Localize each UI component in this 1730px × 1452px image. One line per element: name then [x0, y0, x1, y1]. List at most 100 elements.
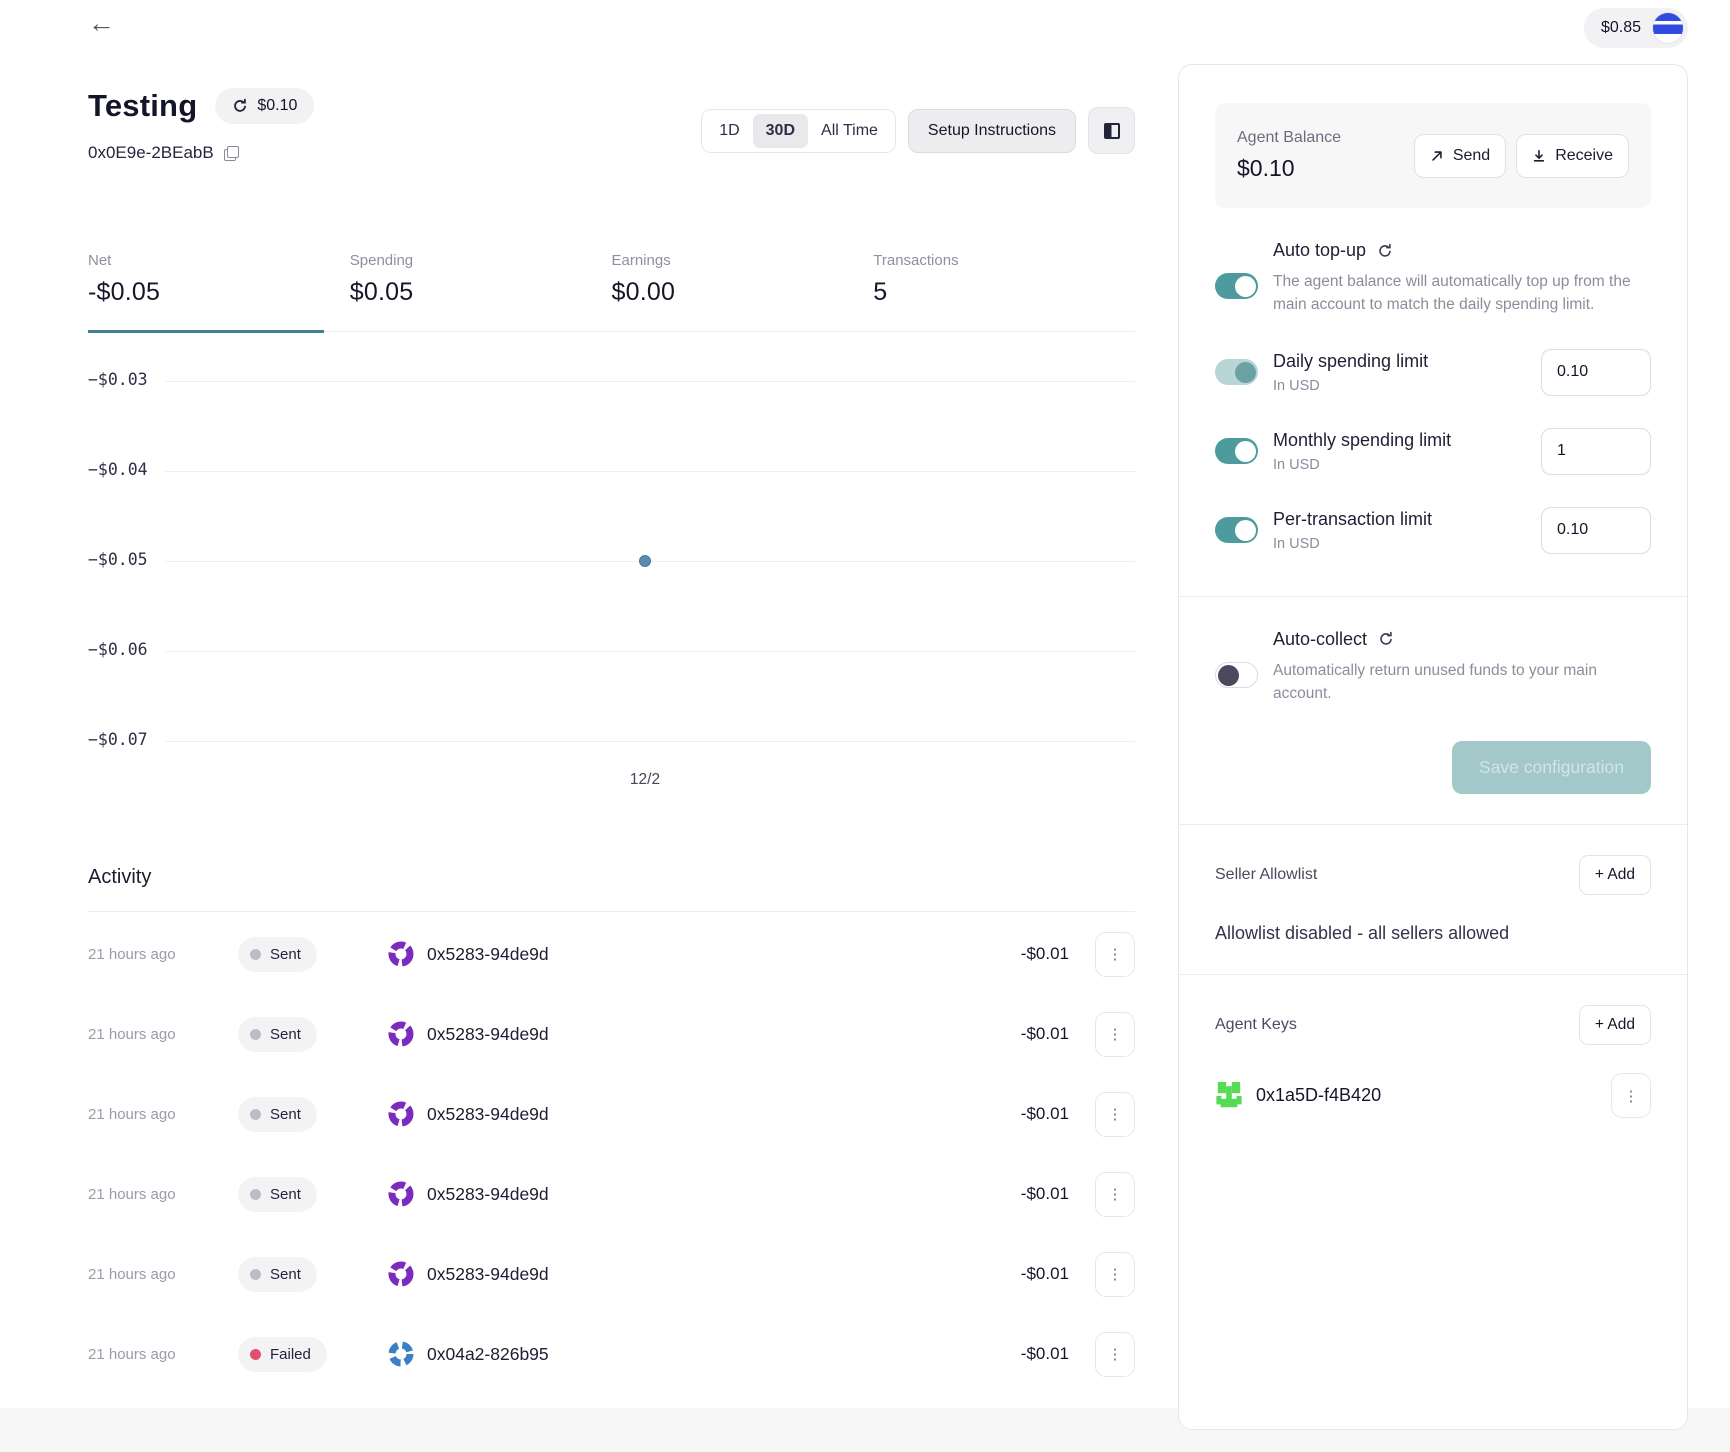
y-tick-label: −$0.06	[88, 640, 148, 659]
activity-row[interactable]: 21 hours ago Sent 0x5283-94de9d -$0.01 ⋮	[88, 1154, 1135, 1234]
monthly-limit-toggle[interactable]	[1215, 438, 1258, 464]
status-dot-icon	[250, 948, 261, 960]
stat-label: Spending	[349, 252, 414, 269]
tab-earnings[interactable]: Earnings $0.00	[612, 252, 874, 307]
stat-value: $0.05	[349, 278, 414, 306]
row-menu-button[interactable]: ⋮	[1095, 931, 1135, 977]
panel-toggle-button[interactable]	[1088, 107, 1135, 154]
tab-spending[interactable]: Spending $0.05	[350, 252, 612, 307]
range-all-time[interactable]: All Time	[821, 121, 878, 139]
activity-row[interactable]: 21 hours ago Failed 0x04a2-826b95 -$0.01…	[88, 1314, 1135, 1394]
refresh-icon	[234, 98, 247, 112]
gridline	[165, 471, 1135, 472]
tab-net[interactable]: Net -$0.05	[88, 252, 350, 333]
range-1d[interactable]: 1D	[719, 121, 740, 139]
activity-row[interactable]: 21 hours ago Sent 0x5283-94de9d -$0.01 ⋮	[88, 914, 1135, 994]
agent-key-row[interactable]: 0x1a5D-f4B420 ⋮	[1215, 1073, 1651, 1118]
gridline	[165, 381, 1135, 382]
save-configuration-button[interactable]: Save configuration	[1452, 741, 1651, 794]
per-transaction-limit-toggle[interactable]	[1215, 517, 1258, 543]
allowlist-add-button[interactable]: + Add	[1578, 855, 1651, 895]
copy-icon[interactable]	[223, 145, 239, 161]
time-range-switcher: 1D 30D All Time	[701, 108, 896, 153]
row-time: 21 hours ago	[88, 1265, 176, 1283]
row-amount: -$0.01	[1020, 1184, 1069, 1203]
setup-instructions-button[interactable]: Setup Instructions	[907, 108, 1076, 153]
auto-topup-toggle[interactable]	[1215, 273, 1258, 299]
back-button[interactable]: ←	[88, 8, 115, 38]
activity-row[interactable]: 21 hours ago Sent 0x5283-94de9d -$0.01 ⋮	[88, 1234, 1135, 1314]
daily-limit-toggle[interactable]	[1215, 359, 1258, 385]
status-dot-icon	[250, 1108, 261, 1120]
status-badge: Sent	[238, 1096, 317, 1132]
row-menu-button[interactable]: ⋮	[1095, 1331, 1135, 1377]
per-transaction-limit-sub: In USD	[1273, 535, 1320, 552]
agent-keys-section: Agent Keys + Add 0x1a5D-f4B420 ⋮	[1179, 974, 1687, 1148]
send-button[interactable]: Send	[1413, 133, 1507, 178]
agent-balance-box: Agent Balance $0.10 Send Receive	[1215, 103, 1651, 208]
tab-transactions[interactable]: Transactions 5	[873, 252, 1135, 307]
status-badge: Sent	[238, 1016, 317, 1052]
monthly-limit-sub: In USD	[1273, 456, 1320, 473]
counterparty-avatar-icon	[388, 1261, 414, 1287]
monthly-limit-label: Monthly spending limit	[1273, 429, 1452, 450]
counterparty-avatar-icon	[388, 941, 414, 967]
agent-balance-label: Agent Balance	[1237, 129, 1342, 146]
agent-key-identicon	[1215, 1081, 1243, 1110]
agent-address: 0x0E9e-2BEabB	[88, 143, 214, 162]
activity-row[interactable]: 21 hours ago Sent 0x5283-94de9d -$0.01 ⋮	[88, 994, 1135, 1074]
receive-icon	[1534, 149, 1545, 162]
range-30d[interactable]: 30D	[752, 113, 809, 148]
page-title: Testing	[88, 88, 198, 123]
row-time: 21 hours ago	[88, 1185, 176, 1203]
panel-toggle-icon	[1103, 122, 1120, 139]
daily-limit-input[interactable]	[1541, 348, 1651, 396]
row-time: 21 hours ago	[88, 1105, 176, 1123]
seller-allowlist-section: Seller Allowlist + Add Allowlist disable…	[1179, 824, 1687, 974]
row-time: 21 hours ago	[88, 1025, 176, 1043]
counterparty-address: 0x04a2-826b95	[427, 1343, 549, 1364]
agent-keys-add-button[interactable]: + Add	[1578, 1005, 1651, 1045]
config-section: Agent Balance $0.10 Send Receive Auto to…	[1179, 65, 1687, 596]
auto-collect-title: Auto-collect	[1273, 628, 1368, 649]
row-amount: -$0.01	[1020, 1264, 1069, 1283]
auto-collect-description: Automatically return unused funds to you…	[1273, 661, 1597, 702]
auto-collect-toggle[interactable]	[1215, 661, 1258, 688]
row-menu-button[interactable]: ⋮	[1095, 1251, 1135, 1297]
stats-tabs: Net -$0.05 Spending $0.05 Earnings $0.00…	[88, 252, 1135, 333]
gridline	[165, 741, 1135, 742]
agent-balance-value: $0.10	[1237, 155, 1295, 181]
agent-key-address: 0x1a5D-f4B420	[1256, 1085, 1382, 1105]
counterparty-avatar-icon	[388, 1021, 414, 1047]
per-transaction-limit-input[interactable]	[1541, 506, 1651, 554]
x-tick-label: 12/2	[629, 771, 661, 788]
stat-label: Earnings	[611, 252, 671, 269]
agent-config-panel: Agent Balance $0.10 Send Receive Auto to…	[1178, 64, 1688, 1430]
monthly-limit-input[interactable]	[1541, 427, 1651, 475]
agent-keys-title: Agent Keys	[1215, 1016, 1297, 1033]
refresh-icon	[1380, 631, 1392, 645]
refresh-icon	[1379, 243, 1391, 257]
net-chart: −$0.03 −$0.04 −$0.05 −$0.06 −$0.07 12/2	[88, 340, 1135, 800]
row-menu-button[interactable]: ⋮	[1095, 1171, 1135, 1217]
wallet-balance-pill[interactable]: $0.85	[1583, 8, 1688, 48]
y-tick-label: −$0.05	[88, 550, 148, 569]
y-tick-label: −$0.03	[88, 370, 148, 389]
stat-label: Net	[88, 252, 112, 269]
receive-button[interactable]: Receive	[1516, 133, 1629, 178]
activity-row[interactable]: 21 hours ago Sent 0x5283-94de9d -$0.01 ⋮	[88, 1074, 1135, 1154]
row-menu-button[interactable]: ⋮	[1095, 1011, 1135, 1057]
status-badge: Sent	[238, 936, 317, 972]
auto-collect-section: Auto-collect Automatically return unused…	[1179, 595, 1687, 825]
balance-refresh-badge[interactable]: $0.10	[215, 88, 315, 124]
agent-key-menu-button[interactable]: ⋮	[1611, 1073, 1651, 1118]
status-dot-icon	[250, 1188, 261, 1200]
row-menu-button[interactable]: ⋮	[1095, 1091, 1135, 1137]
counterparty-address: 0x5283-94de9d	[427, 1103, 549, 1124]
auto-topup-description: The agent balance will automatically top…	[1273, 273, 1631, 314]
per-transaction-limit-label: Per-transaction limit	[1273, 508, 1433, 529]
row-time: 21 hours ago	[88, 1345, 176, 1363]
stat-label: Transactions	[873, 252, 959, 269]
stat-value: -$0.05	[88, 278, 161, 306]
auto-topup-title: Auto top-up	[1273, 240, 1367, 260]
